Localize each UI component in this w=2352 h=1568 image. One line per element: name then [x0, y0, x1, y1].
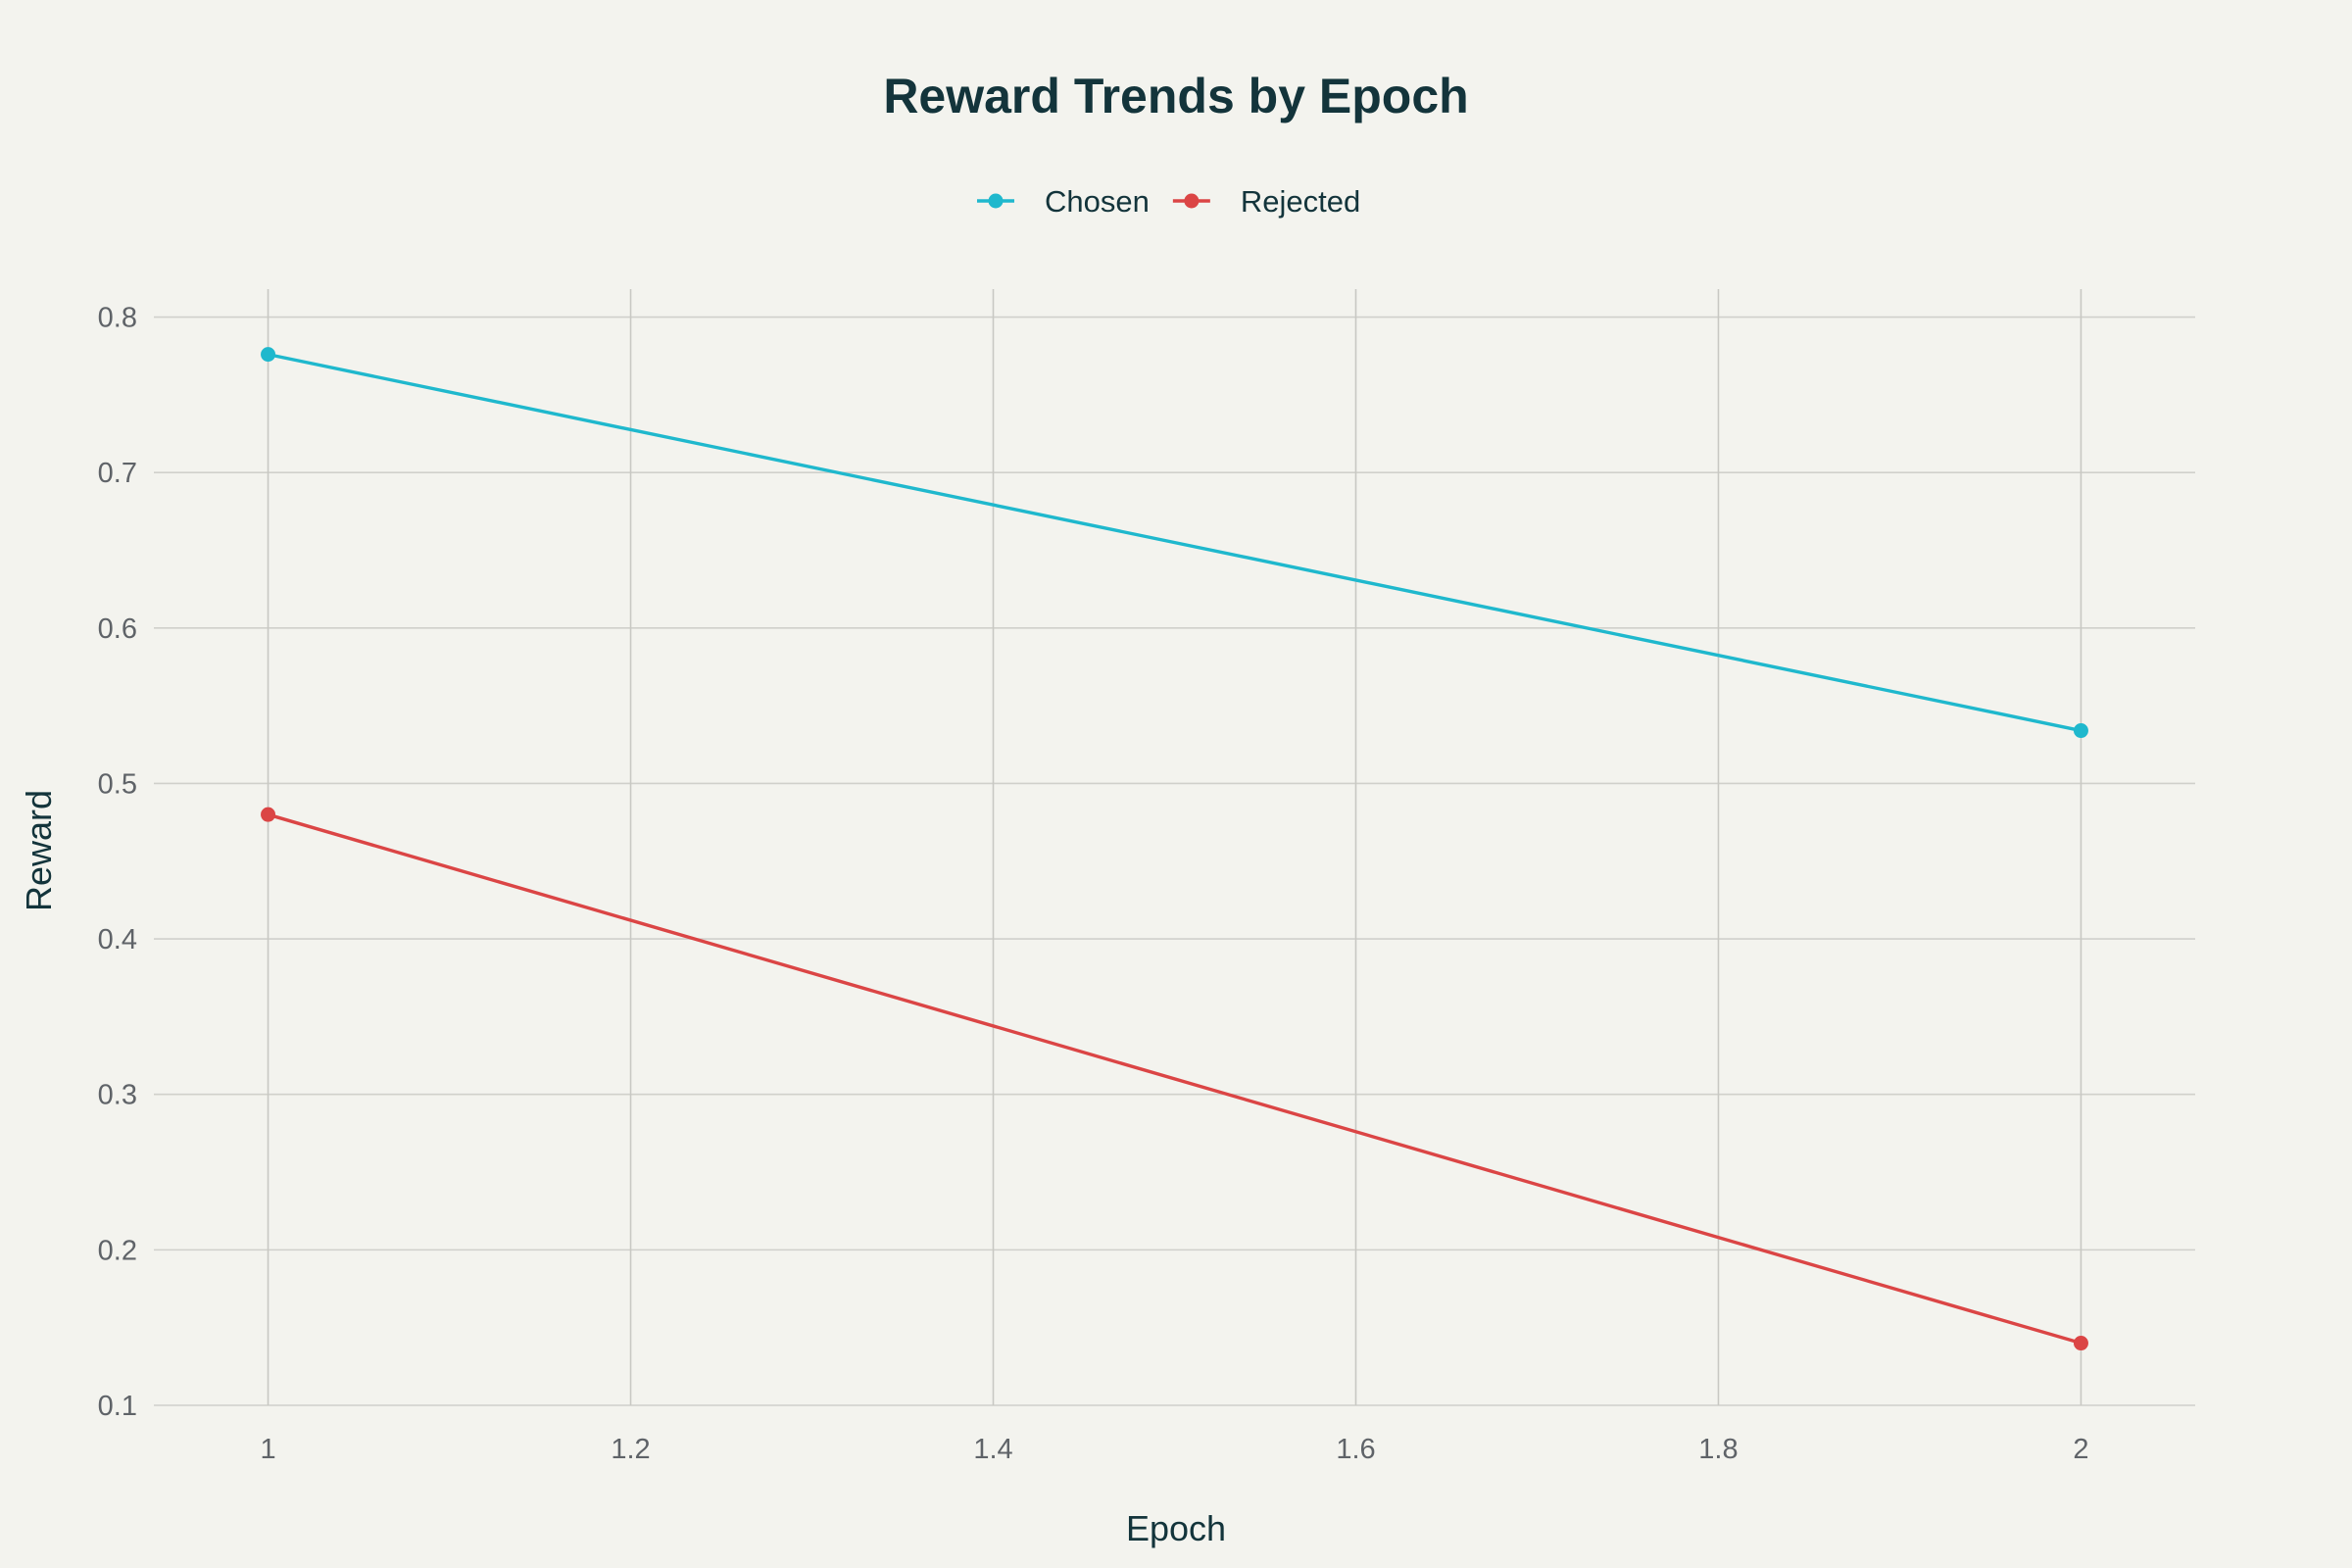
x-tick-label: 1.4 [973, 1434, 1012, 1465]
x-tick-label: 1.6 [1336, 1434, 1375, 1465]
chart-title: Reward Trends by Epoch [883, 69, 1468, 123]
y-tick-label: 0.8 [98, 303, 137, 334]
data-point-rejected[interactable] [261, 807, 276, 822]
x-tick-label: 1.8 [1698, 1434, 1738, 1465]
data-point-chosen[interactable] [2073, 723, 2088, 739]
y-axis-title: Reward [19, 790, 59, 911]
x-tick-label: 2 [2073, 1434, 2088, 1465]
x-axis-title: Epoch [1126, 1508, 1226, 1548]
y-tick-label: 0.3 [98, 1080, 137, 1111]
y-tick-label: 0.1 [98, 1391, 137, 1422]
legend-label: Rejected [1241, 184, 1360, 219]
legend[interactable]: Chosen Rejected [977, 184, 1360, 219]
legend-item-rejected[interactable]: Rejected [1172, 184, 1360, 219]
x-tick-label: 1.2 [611, 1434, 650, 1465]
series-layer [261, 347, 2088, 1351]
y-axis-ticks: 0.1 0.2 0.3 0.4 0.5 0.6 0.7 0.8 [98, 303, 137, 1422]
legend-swatch-marker [988, 193, 1004, 209]
data-point-chosen[interactable] [261, 347, 276, 363]
legend-label: Chosen [1045, 184, 1150, 219]
grid [154, 289, 2195, 1406]
y-tick-label: 0.5 [98, 768, 137, 800]
series-line-chosen[interactable] [268, 352, 2082, 733]
x-axis-ticks: 1 1.2 1.4 1.6 1.8 2 [260, 1434, 2088, 1465]
x-tick-label: 1 [260, 1434, 275, 1465]
series-line-rejected[interactable] [268, 812, 2082, 1346]
legend-swatch-marker [1184, 193, 1200, 209]
data-point-rejected[interactable] [2073, 1336, 2088, 1351]
legend-item-chosen[interactable]: Chosen [977, 184, 1150, 219]
y-tick-label: 0.2 [98, 1235, 137, 1266]
y-tick-label: 0.6 [98, 613, 137, 645]
y-tick-label: 0.7 [98, 458, 137, 489]
y-tick-label: 0.4 [98, 924, 137, 956]
